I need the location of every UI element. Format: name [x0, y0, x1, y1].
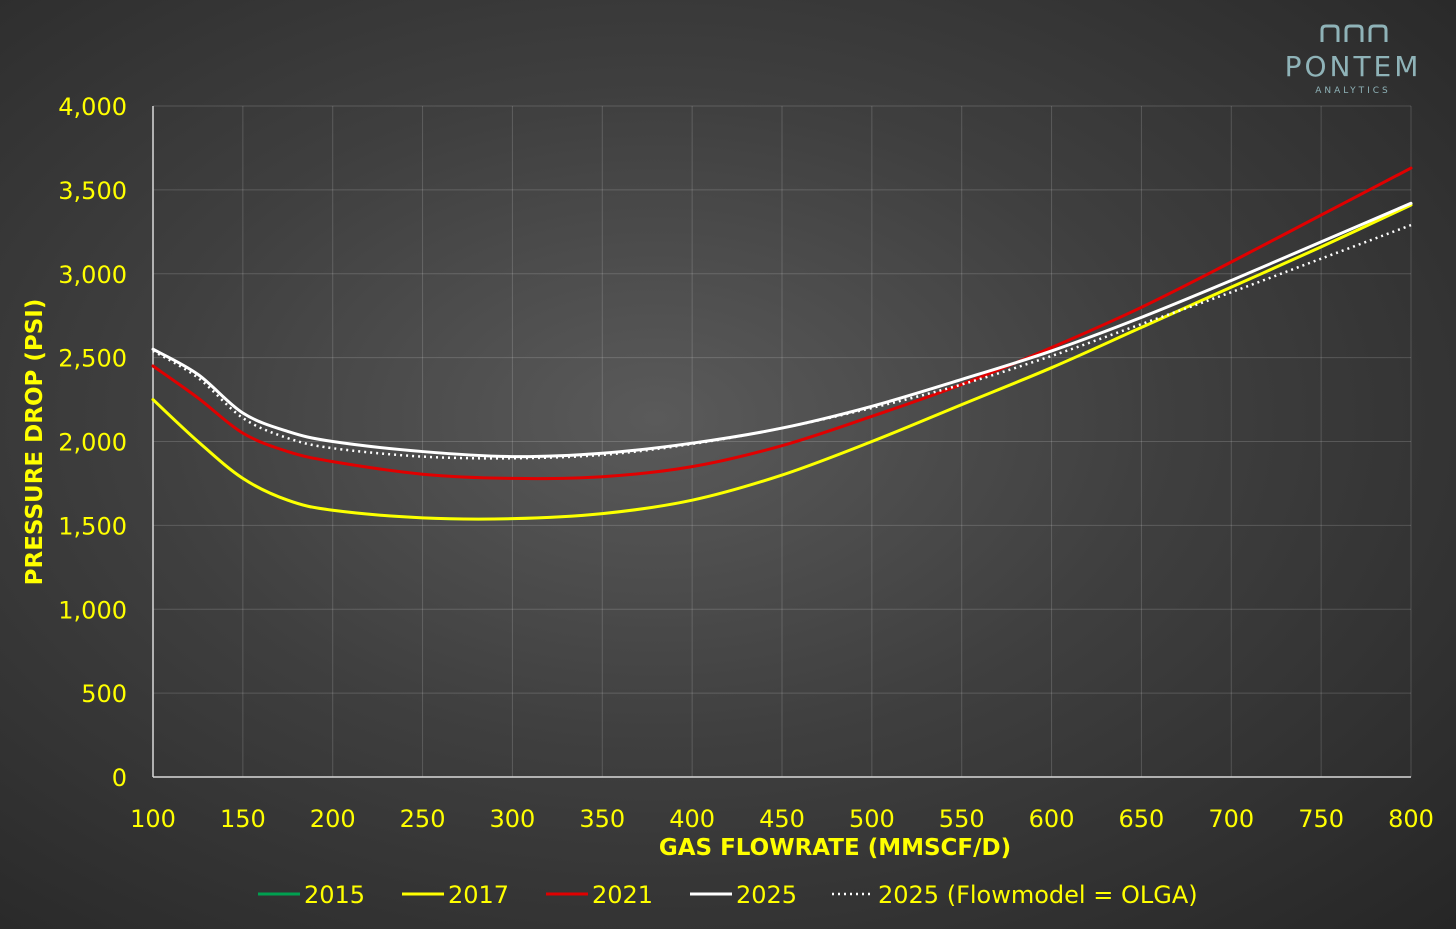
x-tick-label: 500 [849, 805, 895, 833]
y-tick-label: 0 [112, 764, 127, 792]
x-tick-label: 550 [939, 805, 985, 833]
legend-item: 2015 [258, 881, 365, 909]
y-tick-label: 4,000 [58, 93, 127, 121]
legend-item: 2017 [402, 881, 509, 909]
x-tick-label: 750 [1298, 805, 1344, 833]
x-axis-title: GAS FLOWRATE (MMSCF/D) [659, 835, 1011, 861]
brand-name: PONTEM [1285, 50, 1422, 83]
x-tick-label: 250 [400, 805, 446, 833]
legend-item: 2021 [546, 881, 653, 909]
tick-labels: 100 150 200 250 300 350 400 450 500 550 600 650 700 7… [58, 93, 1434, 833]
brand-logo: PONTEM ANALYTICS [1285, 24, 1422, 96]
y-tick-label: 2,500 [58, 345, 127, 373]
series-line-2025 [151, 201, 1413, 459]
legend-item: 2025 (Flowmodel = OLGA) [832, 881, 1198, 909]
legend: 2015 2017 2021 2025 2025 (Flowmodel = OLGA) [258, 881, 1198, 909]
series-line-2021 [151, 166, 1413, 481]
y-tick-label: 3,000 [58, 261, 127, 289]
x-tick-label: 600 [1029, 805, 1075, 833]
legend-label: 2025 [736, 881, 797, 909]
legend-label: 2021 [592, 881, 653, 909]
y-tick-label: 3,500 [58, 177, 127, 205]
brand-tagline: ANALYTICS [1315, 86, 1391, 96]
y-tick-label: 500 [81, 680, 127, 708]
grid [152, 105, 1412, 778]
y-tick-label: 1,000 [58, 596, 127, 624]
x-tick-label: 700 [1208, 805, 1254, 833]
x-tick-label: 300 [490, 805, 536, 833]
x-tick-label: 800 [1388, 805, 1434, 833]
series-line-2017 [151, 203, 1413, 521]
axes [152, 106, 1411, 778]
series-line-2025-flowmodel-olga [152, 223, 1412, 460]
legend-label: 2015 [304, 881, 365, 909]
y-tick-label: 2,000 [58, 429, 127, 457]
x-tick-label: 450 [759, 805, 805, 833]
legend-label: 2025 (Flowmodel = OLGA) [878, 881, 1198, 909]
x-tick-label: 100 [130, 805, 176, 833]
x-tick-label: 400 [669, 805, 715, 833]
series-lines [151, 166, 1413, 521]
x-tick-label: 350 [579, 805, 625, 833]
y-tick-label: 1,500 [58, 512, 127, 540]
x-tick-label: 150 [220, 805, 266, 833]
legend-label: 2017 [448, 881, 509, 909]
y-axis-title: PRESSURE DROP (PSI) [22, 299, 48, 586]
legend-item: 2025 [690, 881, 797, 909]
x-tick-label: 200 [310, 805, 356, 833]
x-tick-label: 650 [1119, 805, 1165, 833]
logo-mark-icon [1320, 24, 1388, 42]
